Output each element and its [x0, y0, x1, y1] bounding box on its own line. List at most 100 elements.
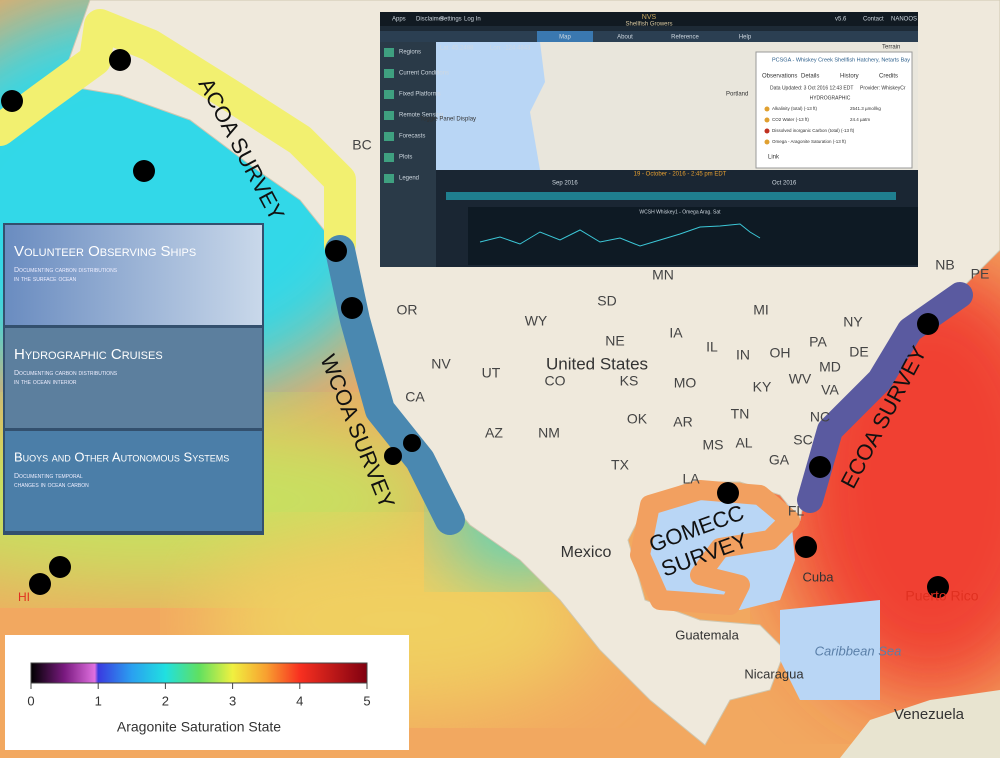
state-label: MN — [652, 267, 674, 283]
state-label: UT — [482, 365, 501, 381]
state-label: NE — [605, 333, 624, 349]
state-label: TN — [731, 406, 750, 422]
state-label: IA — [669, 325, 683, 341]
colorbar-tick-label: 1 — [95, 693, 102, 708]
state-label: MI — [753, 302, 769, 318]
popup-tab[interactable]: Details — [801, 74, 819, 80]
place-label: Guatemala — [675, 627, 739, 642]
map-labels: BC OR CA NV UT AZ NM WY SD NE CO KS OK TX MN IA MO AR LA MS… — [18, 137, 989, 723]
row-dot — [764, 128, 770, 134]
link: Link — [768, 155, 780, 161]
place-label: HI — [18, 590, 30, 604]
section: HYDROGRAPHIC — [810, 95, 851, 101]
sidebar-item[interactable]: Remote Sensing — [399, 113, 443, 119]
state-label: VA — [821, 382, 839, 398]
state-label: NY — [843, 314, 863, 330]
state-label: NM — [538, 425, 560, 441]
state-label: NV — [431, 356, 451, 372]
panel-title: Volunteer Observing Ships — [14, 243, 196, 260]
acoa-track — [0, 9, 356, 261]
popup-tab[interactable]: Observations — [762, 74, 797, 80]
state-label: BC — [352, 137, 371, 153]
state-label: FL — [788, 503, 805, 519]
panel — [5, 225, 262, 325]
place-label: Venezuela — [894, 706, 965, 723]
state-label: AL — [735, 435, 752, 451]
place-label: United States — [546, 354, 648, 373]
sidebar-item[interactable]: Current Conditions — [399, 71, 449, 77]
sidebar-item[interactable]: Regions — [399, 50, 421, 56]
state-label: IN — [736, 347, 750, 363]
state-label: NB — [935, 257, 954, 273]
state-label: CO — [545, 373, 566, 389]
tab[interactable]: Reference — [671, 35, 699, 41]
row-value: 24.4 µatm — [850, 117, 870, 122]
row-label: Dissolved inorganic Carbon (total) (-13 … — [772, 128, 855, 133]
popup-title: PCSGA - Whiskey Creek Shellfish Hatchery… — [772, 57, 910, 63]
tab[interactable]: Help — [739, 35, 752, 41]
panel-subtitle: Documenting carbon distributions — [14, 267, 118, 274]
state-label: MD — [819, 359, 841, 375]
month: Sep 2016 — [552, 181, 578, 187]
place-label: Mexico — [561, 544, 612, 561]
state-label: OK — [627, 411, 648, 427]
terrain: Terrain — [882, 45, 900, 51]
state-label: KY — [753, 379, 772, 395]
panel-subtitle: changes in ocean carbon — [14, 482, 89, 489]
brand-sub: Shellfish Growers — [625, 22, 672, 28]
sidebar-item[interactable]: Forecasts — [399, 134, 425, 140]
top-right: Contact — [863, 17, 884, 23]
state-label: SD — [597, 293, 616, 309]
state-label: PA — [809, 334, 827, 350]
city: Portland — [726, 92, 748, 98]
colorbar-tick-label: 4 — [296, 693, 303, 708]
state-label: OR — [397, 302, 418, 318]
state-label: AZ — [485, 425, 503, 441]
place-label: Cuba — [802, 569, 834, 584]
updated: Data Updated: 3 Oct 2016 12:43 EDT — [770, 85, 853, 91]
row-label: Alkalinity (total) (-13 ft) — [772, 106, 818, 111]
colorbar-label: Aragonite Saturation State — [117, 719, 281, 735]
colorbar-tick-label: 2 — [162, 693, 169, 708]
popup-tab[interactable]: Credits — [879, 74, 898, 80]
top-right: NANOOS — [891, 17, 917, 23]
state-label: MS — [703, 437, 724, 453]
state-label: WY — [525, 313, 548, 329]
state-label: NC — [810, 409, 830, 425]
tooltip: Toggle Panel Display — [420, 117, 476, 123]
state-label: MO — [674, 375, 697, 391]
sidebar-item[interactable]: Plots — [399, 155, 412, 161]
popup-tab[interactable]: History — [840, 74, 859, 80]
place-label: Caribbean Sea — [815, 643, 902, 658]
state-label: WV — [789, 371, 812, 387]
state-label: OH — [770, 345, 791, 361]
provider: Provider: WhiskeyCr — [860, 85, 906, 91]
panel-title: Hydrographic Cruises — [14, 346, 163, 363]
sidebar-item[interactable]: Fixed Platforms — [399, 92, 441, 98]
legend-box — [5, 635, 409, 750]
land-south — [840, 690, 1000, 758]
sidebar-icon — [384, 174, 394, 183]
top-nav: Disclaimer — [416, 17, 444, 23]
row-value: 2541.3 µmol/kg — [850, 106, 881, 111]
panel-subtitle: in the surface ocean — [14, 276, 77, 283]
sidebar-icon — [384, 48, 394, 57]
tab[interactable]: About — [617, 35, 633, 41]
sidebar-icon — [384, 90, 394, 99]
state-label: GA — [769, 452, 790, 468]
gomecc-track — [630, 480, 800, 615]
sidebar-icon — [384, 132, 394, 141]
colorbar-tick-label: 3 — [229, 693, 236, 708]
row-label: CO2 Water (-13 ft) — [772, 117, 809, 122]
state-label: PE — [971, 266, 990, 282]
sidebar-icon — [384, 69, 394, 78]
state-label: TX — [611, 457, 630, 473]
panel — [5, 328, 262, 428]
tab[interactable]: Map — [559, 35, 571, 41]
sidebar-item[interactable]: Legend — [399, 176, 419, 182]
colorbar-tick-label: 5 — [363, 693, 370, 708]
wcoa-track — [325, 235, 465, 535]
platform-panels: Volunteer Observing Ships Documenting car… — [3, 223, 264, 535]
